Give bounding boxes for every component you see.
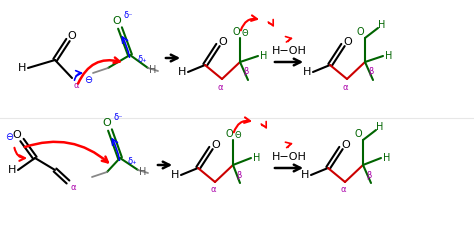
Text: H: H: [253, 153, 261, 163]
Text: O: O: [232, 27, 240, 37]
Text: ⊖: ⊖: [5, 132, 13, 142]
Text: O: O: [68, 31, 76, 41]
Text: H: H: [376, 122, 383, 132]
Text: H: H: [8, 165, 16, 175]
Text: Θ: Θ: [235, 131, 241, 139]
Text: O: O: [344, 37, 352, 47]
Text: β: β: [237, 170, 242, 180]
Text: H: H: [149, 65, 157, 75]
Text: δ₊: δ₊: [137, 55, 147, 63]
Text: H: H: [303, 67, 311, 77]
Text: O: O: [219, 37, 228, 47]
Text: δ⁻: δ⁻: [113, 114, 123, 122]
Text: α: α: [217, 83, 223, 92]
Text: α: α: [73, 81, 79, 90]
Text: H: H: [18, 63, 26, 73]
Text: O: O: [225, 129, 233, 139]
Text: H: H: [301, 170, 309, 180]
Text: H: H: [178, 67, 186, 77]
Text: H: H: [171, 170, 179, 180]
Text: O: O: [356, 27, 364, 37]
Text: β: β: [366, 170, 372, 180]
Text: β: β: [368, 67, 374, 76]
Text: α: α: [70, 184, 76, 193]
Text: δ⁻: δ⁻: [123, 12, 133, 21]
Text: α: α: [210, 185, 216, 194]
Text: H: H: [260, 51, 268, 61]
Text: ⊖: ⊖: [84, 75, 92, 85]
Text: δ₊: δ₊: [127, 157, 137, 167]
Text: O: O: [13, 130, 21, 140]
Text: O: O: [103, 118, 111, 128]
Text: α: α: [340, 185, 346, 194]
Text: H: H: [385, 51, 392, 61]
Text: Θ: Θ: [242, 29, 248, 38]
Text: O: O: [211, 140, 220, 150]
Text: H−OH: H−OH: [272, 46, 306, 56]
Text: O: O: [342, 140, 350, 150]
Text: H: H: [383, 153, 391, 163]
Text: H: H: [139, 167, 146, 177]
Text: O: O: [113, 16, 121, 26]
Text: H: H: [378, 20, 386, 30]
Text: O: O: [354, 129, 362, 139]
Text: H−OH: H−OH: [272, 152, 306, 162]
Text: α: α: [342, 83, 348, 92]
Text: β: β: [243, 67, 249, 76]
